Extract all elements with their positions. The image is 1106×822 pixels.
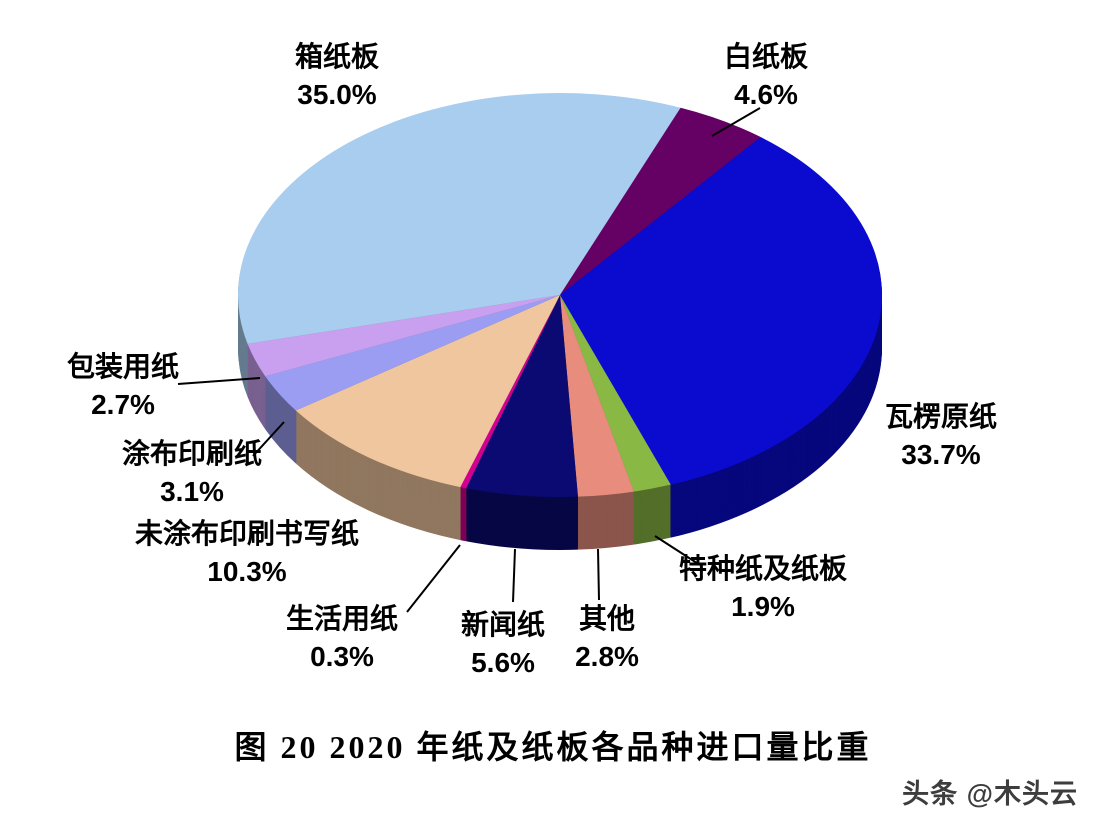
pie-label-text: 未涂布印刷书写纸	[134, 518, 360, 549]
watermark: 头条 @木头云	[902, 779, 1078, 809]
pie-label-text: 瓦楞原纸	[884, 401, 998, 432]
pie-label-pct: 1.9%	[731, 591, 795, 622]
pie-label-coated-printing-paper: 涂布印刷纸 3.1%	[122, 435, 262, 511]
pie-label-newsprint: 新闻纸 5.6%	[461, 606, 545, 682]
pie-label-pct: 4.6%	[734, 79, 798, 110]
pie-label-corrugating-medium: 瓦楞原纸 33.7%	[885, 398, 997, 474]
pie-label-pct: 2.7%	[91, 389, 155, 420]
pie-label-specialty-paper: 特种纸及纸板 1.9%	[679, 550, 847, 626]
pie-label-text: 包装用纸	[66, 351, 180, 382]
leader-line	[406, 544, 461, 613]
pie-label-text: 特种纸及纸板	[678, 553, 848, 584]
pie-label-text: 箱纸板	[294, 41, 380, 72]
leader-line	[597, 548, 600, 601]
pie-label-text: 生活用纸	[285, 603, 399, 634]
pie-label-text: 其他	[578, 603, 636, 634]
pie-label-pct: 2.8%	[575, 641, 639, 672]
leader-line	[654, 535, 701, 566]
pie-label-containerboard: 箱纸板 35.0%	[295, 38, 379, 114]
pie-label-white-board: 白纸板 4.6%	[724, 38, 808, 114]
chart-title: 图 20 2020 年纸及纸板各品种进口量比重	[234, 729, 872, 765]
pie-label-packaging-paper: 包装用纸 2.7%	[67, 348, 179, 424]
pie-label-tissue: 生活用纸 0.3%	[286, 600, 398, 676]
pie-label-pct: 10.3%	[207, 556, 287, 587]
leader-line	[512, 548, 516, 603]
pie-label-text: 白纸板	[723, 41, 809, 72]
pie-label-pct: 5.6%	[471, 647, 535, 678]
pie-label-text: 新闻纸	[460, 609, 546, 640]
leader-line	[252, 421, 285, 457]
pie-label-pct: 33.7%	[901, 439, 981, 470]
pie-label-pct: 0.3%	[310, 641, 374, 672]
pie-label-uncoated-printing-paper: 未涂布印刷书写纸 10.3%	[135, 515, 359, 591]
pie-label-pct: 3.1%	[160, 476, 224, 507]
pie-label-pct: 35.0%	[297, 79, 377, 110]
pie-label-text: 涂布印刷纸	[121, 438, 263, 469]
leader-line	[711, 107, 761, 137]
pie-label-other: 其他 2.8%	[575, 600, 639, 676]
leader-line	[177, 377, 261, 385]
